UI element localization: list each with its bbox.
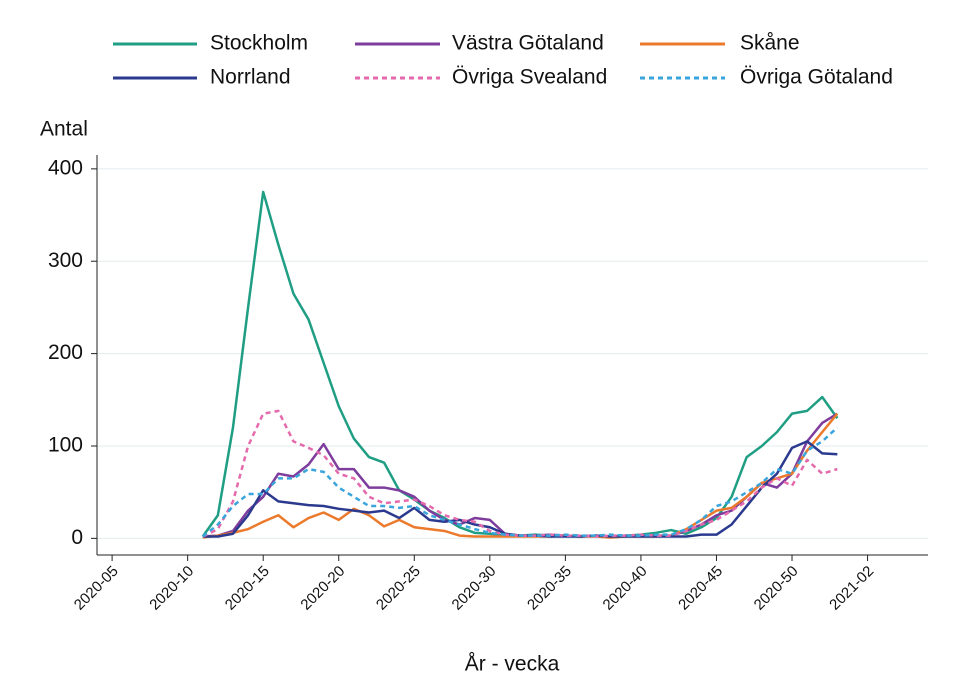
- legend-label: Norrland: [210, 66, 291, 89]
- x-tick-label: 2020-10: [146, 563, 197, 614]
- y-tick-label: 400: [48, 156, 83, 179]
- series-line: [201, 190, 839, 538]
- y-tick-label: 100: [48, 434, 83, 457]
- y-tick-label: 0: [71, 526, 83, 549]
- x-tick-label: 2020-40: [600, 563, 651, 614]
- legend-label: Skåne: [740, 32, 800, 55]
- legend-label: Stockholm: [210, 32, 308, 55]
- x-tick-label: 2020-30: [449, 563, 500, 614]
- series-line: [202, 409, 838, 538]
- x-tick-label: 2020-25: [373, 563, 424, 614]
- x-tick-label: 2020-20: [297, 563, 348, 614]
- series-line: [201, 426, 839, 538]
- y-tick-label: 300: [48, 249, 83, 272]
- x-axis-label: År - vecka: [465, 653, 560, 676]
- x-tick-label: 2021-02: [826, 563, 877, 614]
- y-tick-label: 200: [48, 341, 83, 364]
- x-tick-label: 2020-45: [675, 563, 726, 614]
- y-axis-label: Antal: [40, 118, 88, 141]
- legend-label: Övriga Svealand: [452, 66, 607, 89]
- legend-label: Övriga Götaland: [740, 66, 893, 89]
- x-tick-label: 2020-50: [751, 563, 802, 614]
- x-tick-label: 2020-35: [524, 563, 575, 614]
- series-line: [202, 440, 838, 538]
- legend-label: Västra Götaland: [452, 32, 604, 55]
- x-tick-label: 2020-05: [71, 563, 122, 614]
- x-tick-label: 2020-15: [222, 563, 273, 614]
